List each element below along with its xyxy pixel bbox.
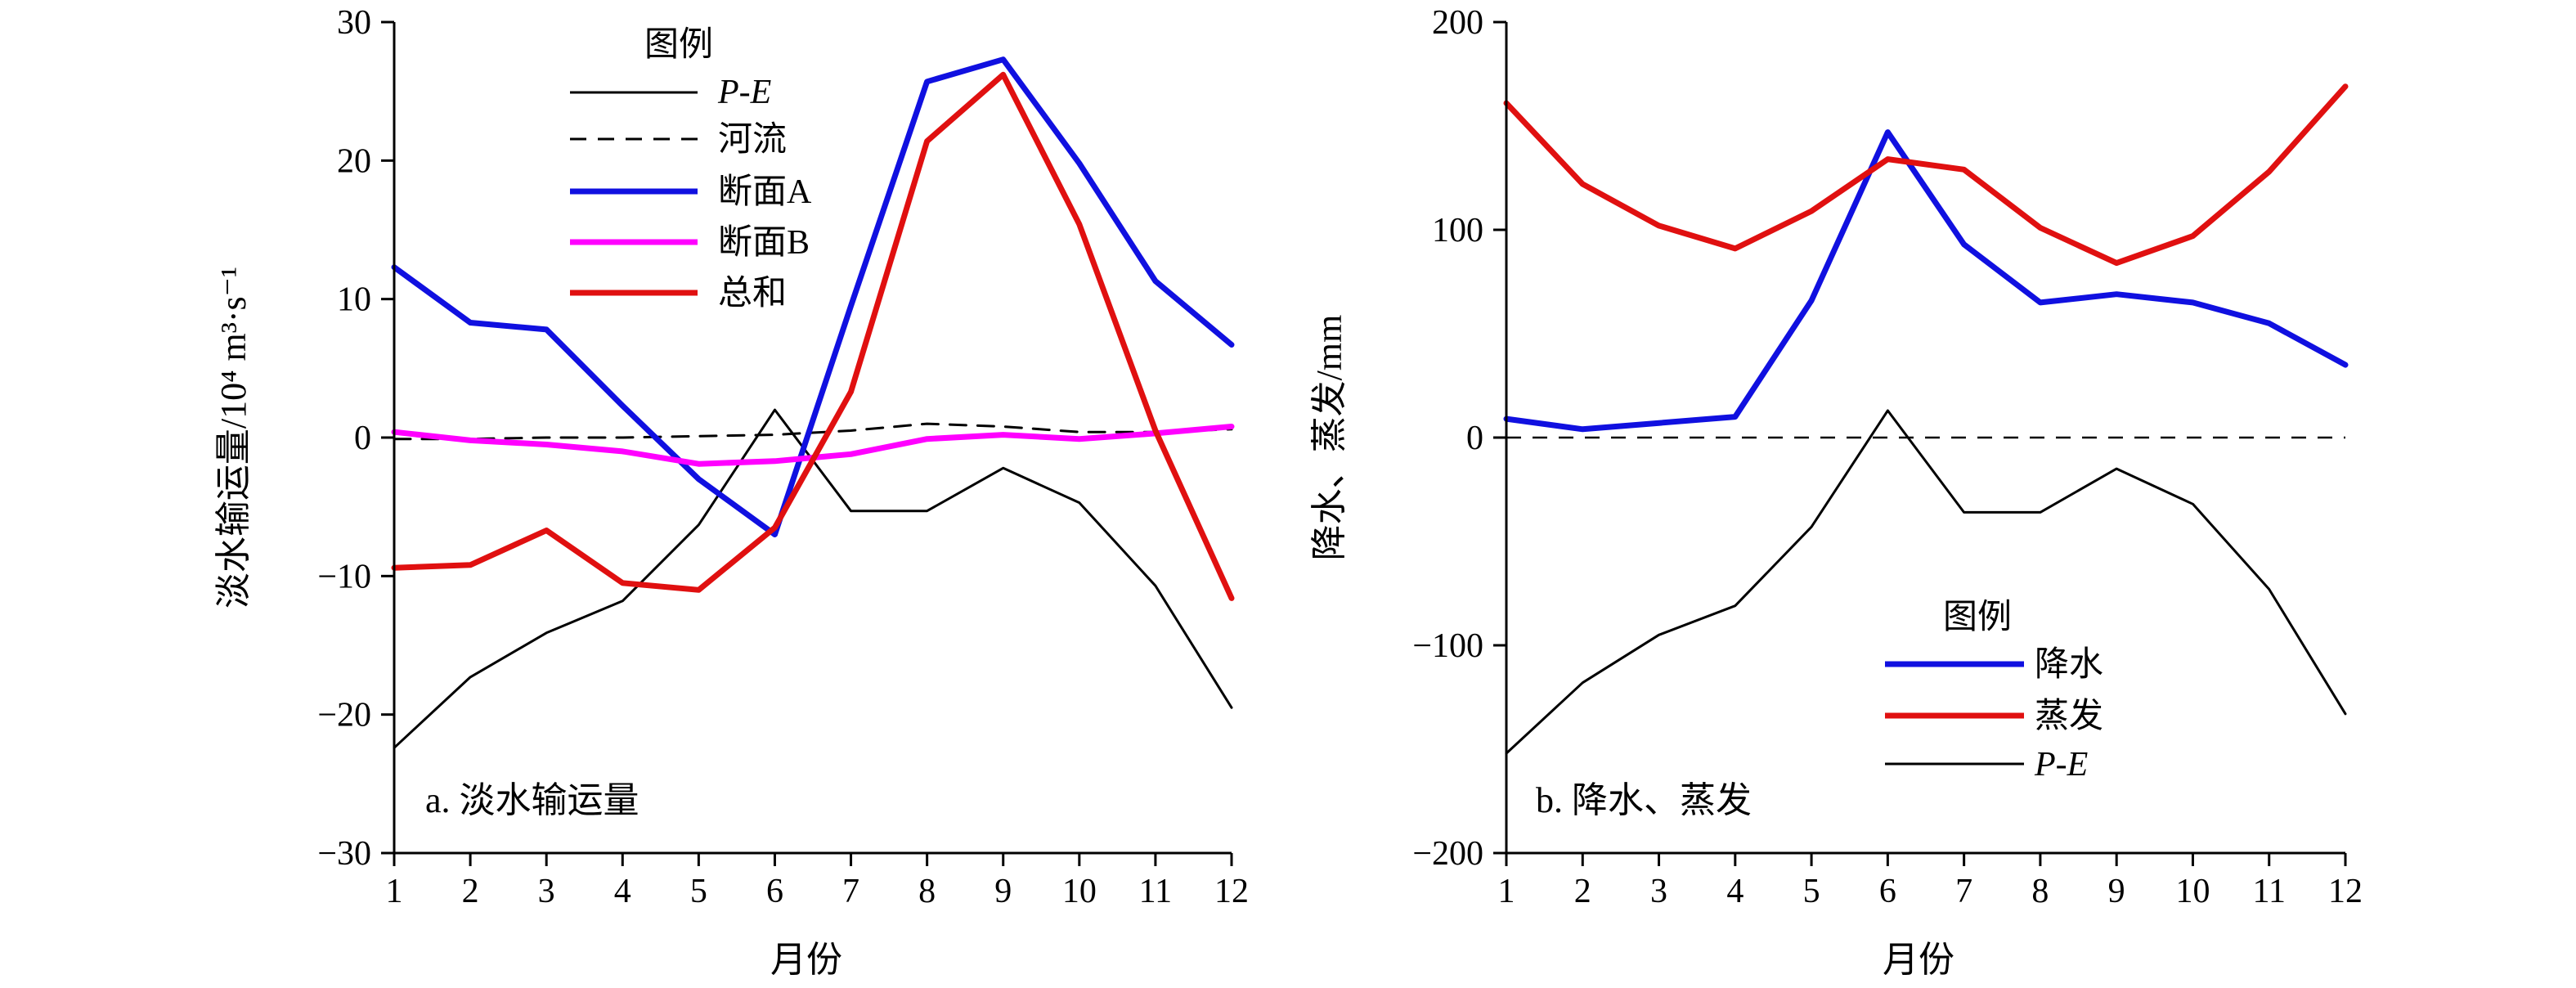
panel-a-series-line-a: [391, 56, 1235, 537]
panel-b-x-tick-label: 5: [1803, 873, 1820, 910]
panel-a-y-tick-label: 10: [337, 281, 371, 319]
panel-a-y-tick-label: 0: [354, 420, 371, 457]
panel-b-x-axis-title: 月份: [1883, 940, 1954, 980]
panel-a-legend-label-pe: P-E: [717, 74, 771, 111]
panel-a-y-tick-label: −10: [317, 558, 371, 595]
panel-a-x-tick-label: 4: [614, 873, 631, 910]
panel-b-x-tick-label: 12: [2328, 873, 2363, 910]
panel-a-x-tick-label: 2: [462, 873, 479, 910]
panel-b-x-tick-label: 6: [1879, 873, 1896, 910]
panel-b-legend-label-precip: 降水: [2035, 646, 2103, 684]
panel-a-y-tick-label: −20: [317, 697, 371, 734]
panel-a-x-tick-label: 1: [386, 873, 403, 910]
panel-b-legend-title: 图例: [1943, 599, 2012, 636]
panel-a-legend-label-river: 河流: [718, 121, 787, 159]
panel-a-x-tick-label: 7: [842, 873, 859, 910]
panel-a-legend-label-total: 总和: [718, 275, 787, 312]
panel-a-label: a. 淡水输运量: [425, 780, 640, 820]
panel-b-x-tick-label: 10: [2175, 873, 2210, 910]
panel-a-x-tick-label: 12: [1214, 873, 1249, 910]
panel-b-series-line-pe: [1505, 409, 2347, 755]
panel-a-y-axis-title: 淡水输运量/10⁴ m³·s⁻¹: [213, 267, 254, 609]
panel-b-label: b. 降水、蒸发: [1536, 780, 1752, 820]
panel-b-y-axis-title: 降水、蒸发/mm: [1309, 315, 1349, 561]
panel-b-legend-label-pe: P-E: [2034, 746, 2088, 784]
panel-b-x-tick-label: 1: [1498, 873, 1515, 910]
panel-b-x-tick-label: 2: [1574, 873, 1591, 910]
panel-a-legend-label-section-b: 断面B: [718, 224, 810, 262]
panel-b-x-tick-label: 9: [2108, 873, 2125, 910]
panel-a-x-tick-label: 8: [918, 873, 936, 910]
panel-b-legend: 图例 降水 蒸发 P-E: [1885, 599, 2103, 784]
panel-b-series-layer: [1503, 83, 2349, 755]
panel-a-series-line-s1: [393, 422, 1233, 441]
panel-b-series-line-s1: [1503, 83, 2349, 267]
panel-a-series-layer: [391, 56, 1235, 749]
panel-a-x-axis-title: 月份: [770, 940, 842, 980]
panel-a-legend-label-section-a: 断面A: [718, 173, 812, 211]
panel-b-y-tick-label: 200: [1432, 4, 1483, 42]
panel-b-y-tick-label: 100: [1432, 212, 1483, 249]
panel-a-x-tick-label: 6: [766, 873, 783, 910]
panel-b-y-tick-label: −200: [1412, 835, 1483, 873]
panel-b-x-tick-label: 8: [2031, 873, 2049, 910]
panel-b-x-tick-label: 4: [1726, 873, 1744, 910]
panel-a-y-tick-label: 20: [337, 142, 371, 180]
panel-b-y-tick-label: −100: [1412, 627, 1483, 665]
panel-a-y-tick-label: −30: [317, 835, 371, 873]
panel-b-x-tick-label: 11: [2253, 873, 2286, 910]
panel-b-legend-label-evap: 蒸发: [2035, 698, 2103, 735]
panel-b-x-tick-label: 3: [1650, 873, 1667, 910]
panel-a-y-tick-label: 30: [337, 4, 371, 42]
panel-a-legend-title: 图例: [644, 26, 713, 64]
panel-b-x-tick-label: 7: [1955, 873, 1972, 910]
panel-b-y-tick-label: 0: [1466, 420, 1483, 457]
panel-a-x-tick-label: 10: [1062, 873, 1097, 910]
panel-a-x-tick-label: 3: [538, 873, 555, 910]
panel-a-x-tick-label: 5: [690, 873, 707, 910]
panel-a-x-tick-label: 9: [994, 873, 1012, 910]
panel-a-series-line-s4: [391, 71, 1235, 601]
panel-a-x-tick-label: 11: [1139, 873, 1172, 910]
panel-b-series-line-s0: [1503, 129, 2349, 433]
panel-a-legend: 图例 P-E 河流 断面A 断面B 总和: [570, 26, 812, 312]
